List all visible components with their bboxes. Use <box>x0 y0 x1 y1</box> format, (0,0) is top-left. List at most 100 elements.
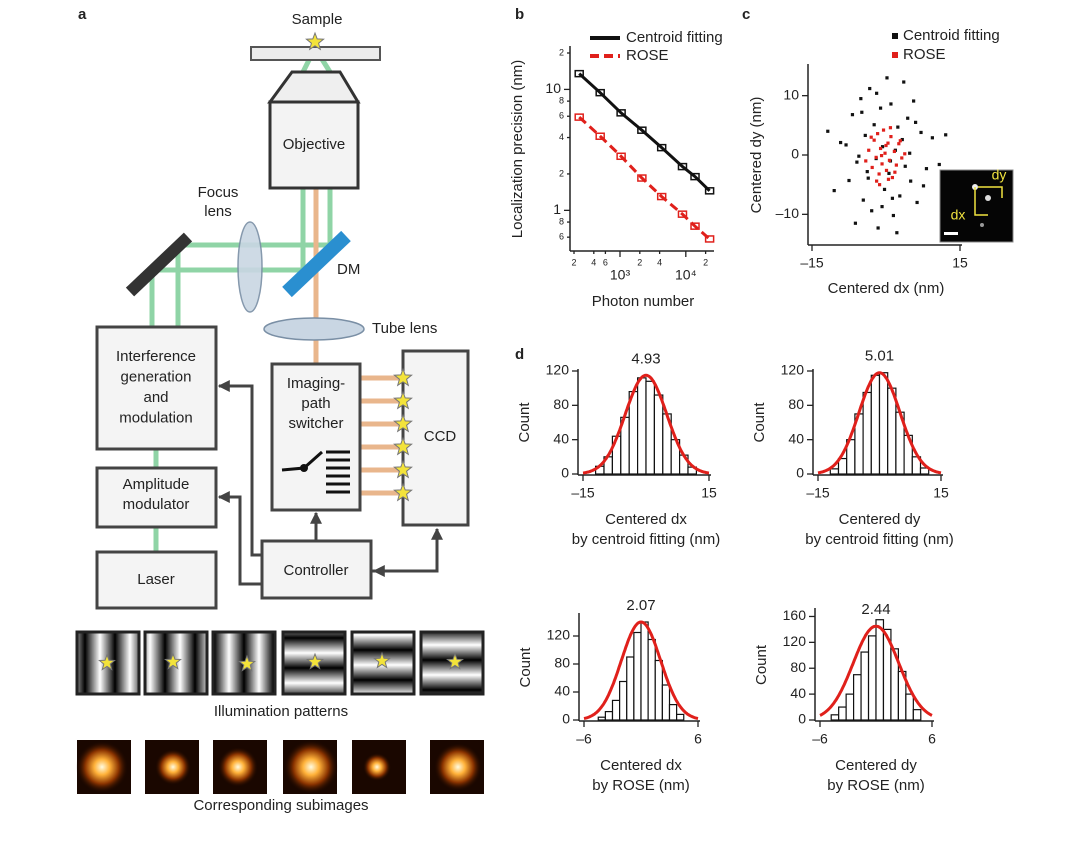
y-tick-label: 120 <box>547 627 571 643</box>
x-axis-label: Centered dx <box>600 757 682 774</box>
fit-sigma-label: 2.07 <box>626 597 655 614</box>
scatter-point <box>865 170 869 174</box>
histogram-bar <box>860 651 870 721</box>
scatter-point <box>898 139 902 143</box>
scatter-point <box>847 178 851 183</box>
y-axis-label: Count <box>751 402 768 443</box>
legend-swatch <box>892 52 898 58</box>
star <box>393 413 413 433</box>
scatter-point <box>872 123 876 127</box>
y-tick-label: 0 <box>796 465 804 481</box>
histogram-bar <box>845 693 855 721</box>
tube-lens <box>263 317 365 341</box>
scatter-point <box>861 198 865 202</box>
y-tick-label: 8 <box>559 216 564 226</box>
point-marker <box>704 187 715 195</box>
subimage-spot <box>284 740 338 794</box>
histogram-bar <box>852 674 862 721</box>
label: Focus <box>198 184 239 201</box>
box <box>95 550 218 610</box>
x-axis-label: by centroid fitting (nm) <box>805 531 953 548</box>
star <box>164 652 182 670</box>
x-tick-label: –15 <box>806 485 830 501</box>
histogram-bar <box>870 374 881 475</box>
scatter-point <box>888 126 893 130</box>
panel-label: d <box>515 346 524 363</box>
label: Objective <box>283 136 346 153</box>
y-tick-label: 4 <box>559 132 564 142</box>
box <box>401 349 470 527</box>
x-tick-label: 2 <box>571 257 576 267</box>
scatter-point <box>864 159 868 163</box>
point-marker <box>637 126 647 134</box>
scatter-point <box>879 153 884 158</box>
subimage-spot <box>218 747 258 787</box>
scatter-point <box>892 149 896 154</box>
histogram-bar <box>867 635 877 721</box>
scatter-point <box>902 80 906 84</box>
x-tick-label: 15 <box>952 255 968 271</box>
scatter-point <box>903 152 907 156</box>
histogram-bar <box>611 699 621 721</box>
scatter-point <box>890 175 895 180</box>
histogram-bar <box>919 467 930 475</box>
scatter-point <box>878 106 883 110</box>
y-tick-label: 6 <box>559 232 564 242</box>
scatter-point <box>874 155 878 159</box>
y-tick-label: 120 <box>546 362 570 378</box>
x-axis-label: by centroid fitting (nm) <box>572 531 720 548</box>
label: switcher <box>288 415 343 432</box>
scatter-point <box>826 129 830 133</box>
histogram-bar <box>619 680 628 721</box>
scatter-point <box>897 142 901 146</box>
scatter-point <box>889 102 893 106</box>
histogram-bar <box>875 619 885 721</box>
fit-sigma-label: 4.93 <box>631 350 660 367</box>
scatter-point <box>870 165 874 170</box>
arrow <box>217 491 262 586</box>
series-line <box>578 72 711 192</box>
inset-marker <box>978 186 1003 198</box>
y-axis-label: Count <box>517 647 534 688</box>
scatter-point <box>883 151 887 155</box>
scatter-point <box>855 160 859 164</box>
y-axis-label: Centered dy (nm) <box>748 97 765 214</box>
histogram-bar <box>911 456 922 475</box>
legend-label: ROSE <box>903 46 946 63</box>
point-marker <box>595 132 605 140</box>
scatter-point <box>880 205 884 209</box>
scatter-point <box>924 167 929 171</box>
histogram-bar <box>878 372 889 475</box>
scatter-point <box>919 130 923 135</box>
legend-label: ROSE <box>626 47 669 64</box>
histogram-bar <box>597 716 606 721</box>
y-axis-label: Count <box>516 402 533 443</box>
subimage-spot <box>363 753 391 781</box>
subimage-spot <box>155 749 191 785</box>
legend-label: Centroid fitting <box>903 27 1000 44</box>
label: Amplitude <box>123 476 190 493</box>
y-tick-label: 40 <box>790 685 806 701</box>
inset-image <box>939 169 1014 243</box>
label: generation <box>121 368 192 385</box>
fit-curve <box>582 373 710 475</box>
y-tick-label: 10 <box>783 86 799 102</box>
star <box>305 31 325 51</box>
scatter-point <box>891 213 895 218</box>
star <box>373 651 391 669</box>
x-tick-label: 2 <box>637 257 642 267</box>
label: lens <box>204 203 232 220</box>
y-tick-label: 80 <box>790 659 806 675</box>
scatter-point <box>887 171 891 175</box>
histogram-bar <box>640 621 649 721</box>
x-tick-label: 4 <box>657 257 662 267</box>
inset-spot <box>985 195 991 201</box>
point-marker <box>677 162 688 171</box>
scatter-point <box>886 177 891 181</box>
box <box>95 466 218 529</box>
label: Sample <box>292 11 343 28</box>
star <box>393 459 413 479</box>
fit-curve <box>817 371 942 475</box>
star <box>393 482 413 502</box>
